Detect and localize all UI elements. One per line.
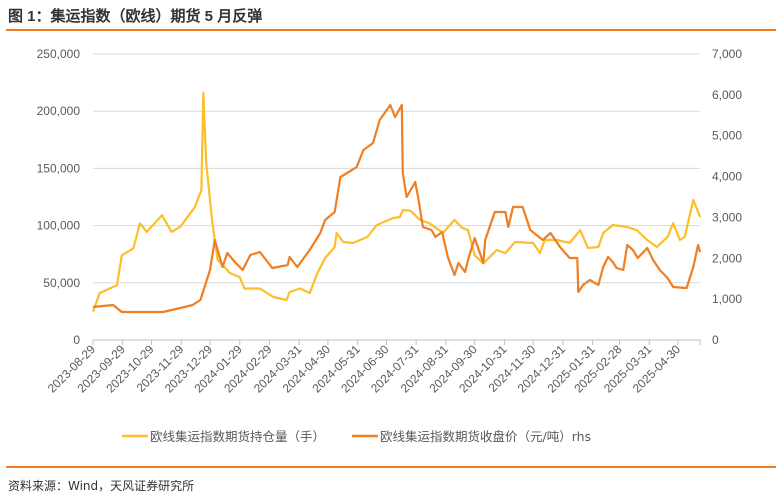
y2-tick-label: 1,000 (712, 292, 742, 306)
chart: 0 50,000 100,000 150,000 200,000 250,000 0 1,0… (37, 47, 743, 444)
y2-tick-label: 6,000 (712, 88, 742, 102)
footer-divider (6, 466, 776, 468)
y-tick-label: 250,000 (37, 47, 81, 61)
legend-label-close-price: 欧线集运指数期货收盘价（元/吨）rhs (380, 429, 591, 444)
title-divider (6, 29, 776, 31)
y2-tick-label: 3,000 (712, 210, 742, 224)
series-line-open-interest (91, 91, 702, 313)
legend-label-open-interest: 欧线集运指数期货持仓量（手） (150, 429, 325, 444)
y2-tick-label: 2,000 (712, 251, 742, 265)
y2-tick-label: 5,000 (712, 129, 742, 143)
y-tick-label: 0 (73, 333, 80, 347)
y-tick-label: 50,000 (43, 276, 80, 290)
y-tick-label: 100,000 (37, 219, 81, 233)
y-tick-label: 150,000 (37, 161, 81, 175)
y-tick-label: 200,000 (37, 104, 81, 118)
legend: 欧线集运指数期货持仓量（手） 欧线集运指数期货收盘价（元/吨）rhs (122, 429, 591, 444)
source-note: 资料来源：Wind，天风证券研究所 (8, 479, 195, 493)
series-line-close-price (92, 103, 702, 314)
y2-tick-label: 0 (712, 333, 719, 347)
y2-tick-label: 7,000 (712, 47, 742, 61)
y2-tick-label: 4,000 (712, 170, 742, 184)
figure-title: 图 1：集运指数（欧线）期货 5 月反弹 (8, 8, 263, 25)
